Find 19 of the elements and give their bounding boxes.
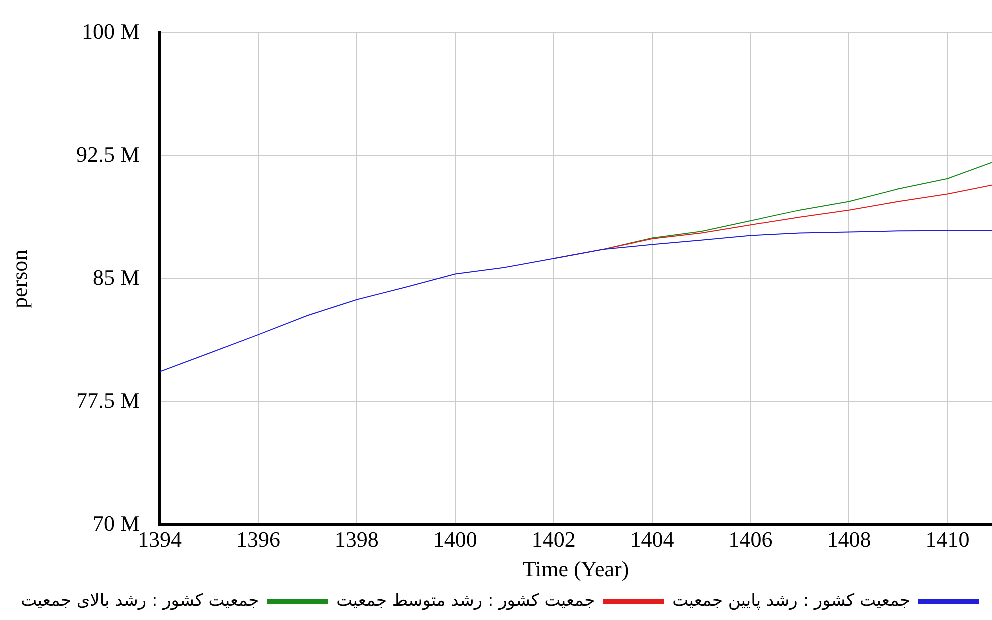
x-tick-label: 1404 [630, 527, 674, 552]
legend-label: جمعیت کشور : رشد متوسط جمعیت [336, 590, 596, 611]
x-tick-label: 1394 [138, 527, 182, 552]
legend-label: جمعیت کشور : رشد بالای جمعیت [21, 590, 260, 611]
x-tick-label: 1396 [236, 527, 280, 552]
x-tick-label: 1410 [926, 527, 970, 552]
y-tick-label: 100 M [82, 18, 140, 44]
y-tick-label: 85 M [92, 264, 140, 290]
x-tick-label: 1398 [334, 527, 379, 552]
legend-label: جمعیت کشور : رشد پایین جمعیت [672, 590, 910, 611]
y-tick-label: 77.5 M [76, 388, 140, 413]
x-tick-label: 1408 [827, 527, 872, 552]
x-tick-label: 1402 [532, 527, 576, 552]
x-axis-title: Time (Year) [522, 556, 630, 582]
x-tick-label: 1406 [728, 527, 773, 552]
x-tick-label: 1400 [433, 527, 478, 552]
y-tick-label: 70 M [92, 510, 140, 536]
y-axis-title: person [6, 250, 32, 309]
y-tick-label: 92.5 M [76, 142, 140, 167]
